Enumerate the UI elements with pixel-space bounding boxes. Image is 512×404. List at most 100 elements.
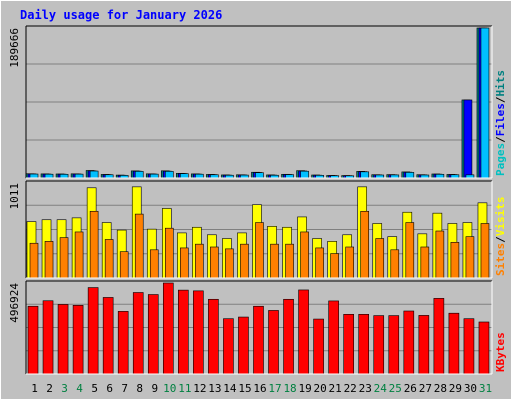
panel-bottom-y-max-label: 496924 [8, 283, 21, 323]
bar-kbytes-day-30 [463, 318, 475, 375]
legend-label: Hits [494, 70, 507, 97]
x-tick-label-day-11: 11 [178, 382, 191, 395]
bar-sites-day-18 [285, 243, 294, 279]
bar-kbytes-day-23 [358, 314, 370, 375]
x-tick-label-day-21: 21 [329, 382, 342, 395]
x-tick-label-day-2: 2 [46, 382, 53, 395]
bar-pages-day-8 [134, 171, 144, 179]
legend-label: Visits [494, 197, 507, 237]
bar-sites-day-21 [330, 253, 339, 279]
bar-kbytes-day-22 [343, 314, 354, 375]
x-tick-label-day-23: 23 [359, 382, 372, 395]
bar-pages-day-26 [405, 172, 415, 179]
series-kbytes [27, 282, 490, 375]
bar-pages-day-9 [149, 173, 159, 179]
panel-top-y-max-label: 189666 [8, 28, 21, 68]
x-tick-label-day-27: 27 [419, 382, 432, 395]
x-tick-label-day-22: 22 [344, 382, 357, 395]
bar-sites-day-20 [315, 247, 324, 279]
bar-kbytes-day-15 [238, 316, 249, 375]
bar-sites-day-9 [149, 249, 159, 279]
chart-title: Daily usage for January 2026 [20, 8, 222, 22]
bar-sites-day-30 [465, 236, 475, 279]
legend-label: Pages [494, 143, 507, 176]
legend-label: Files [494, 103, 507, 136]
bar-sites-day-1 [29, 242, 39, 279]
x-tick-label-day-17: 17 [268, 382, 281, 395]
bar-kbytes-day-1 [27, 305, 39, 375]
bar-sites-day-5 [89, 210, 99, 279]
bar-kbytes-day-29 [448, 312, 460, 375]
bar-kbytes-day-11 [178, 289, 189, 375]
bar-pages-day-5 [89, 170, 99, 179]
panel-bottom: 496924 KBytes [8, 280, 507, 375]
bar-sites-day-29 [450, 241, 460, 279]
bar-pages-day-31 [480, 27, 490, 179]
bar-sites-day-17 [270, 243, 279, 279]
x-tick-label-day-5: 5 [91, 382, 98, 395]
bar-pages-day-16 [255, 172, 264, 179]
bar-kbytes-day-21 [328, 300, 339, 375]
legend-label: / [494, 136, 507, 143]
bar-sites-day-25 [390, 249, 400, 279]
bar-sites-day-11 [180, 247, 189, 279]
bar-sites-day-24 [375, 238, 385, 279]
bar-sites-day-8 [134, 213, 144, 279]
bar-kbytes-day-13 [208, 298, 219, 375]
panel-bottom-legend: KBytes [494, 332, 507, 372]
bar-pages-day-3 [59, 173, 69, 179]
panel-middle-y-max-label: 1011 [8, 183, 21, 210]
x-tick-label-day-30: 30 [464, 382, 477, 395]
x-tick-label-day-29: 29 [449, 382, 462, 395]
bar-kbytes-day-3 [57, 304, 69, 375]
panel-middle: 1011 Sites/Visits [8, 180, 507, 279]
bar-sites-day-12 [195, 243, 204, 279]
bar-kbytes-day-18 [283, 298, 294, 375]
x-tick-label-day-6: 6 [106, 382, 113, 395]
x-tick-label-day-3: 3 [61, 382, 68, 395]
bar-sites-day-19 [300, 231, 309, 279]
bar-kbytes-day-16 [253, 305, 264, 375]
x-tick-label-day-9: 9 [151, 382, 158, 395]
bar-kbytes-day-27 [418, 315, 430, 375]
bar-sites-day-14 [225, 248, 234, 279]
bar-pages-day-19 [300, 170, 309, 179]
legend-label: / [494, 236, 507, 243]
bar-pages-day-28 [435, 173, 445, 179]
bar-sites-day-28 [435, 230, 445, 279]
x-tick-label-day-7: 7 [121, 382, 128, 395]
bar-sites-day-2 [44, 241, 54, 279]
legend-label: KBytes [494, 332, 507, 372]
bar-sites-day-15 [240, 243, 249, 279]
bar-kbytes-day-14 [223, 318, 234, 375]
bar-sites-day-16 [255, 222, 264, 279]
x-tick-label-day-15: 15 [238, 382, 251, 395]
bar-sites-day-7 [119, 251, 129, 279]
panel-middle-legend: Sites/Visits [494, 197, 507, 277]
bar-pages-day-2 [44, 173, 54, 179]
bar-pages-day-10 [164, 171, 174, 179]
bar-kbytes-day-9 [147, 294, 159, 375]
x-tick-label-day-26: 26 [404, 382, 417, 395]
x-tick-label-day-12: 12 [193, 382, 206, 395]
bar-sites-day-10 [164, 227, 174, 279]
bar-sites-day-6 [104, 239, 114, 279]
bar-pages-day-23 [360, 171, 370, 179]
bar-kbytes-day-6 [102, 297, 114, 375]
bar-kbytes-day-24 [373, 315, 385, 375]
bar-sites-day-26 [405, 222, 415, 279]
bar-pages-day-11 [180, 173, 189, 179]
bar-kbytes-day-28 [433, 298, 445, 375]
bar-kbytes-day-20 [313, 318, 324, 375]
bar-kbytes-day-10 [162, 282, 174, 375]
x-axis: 1 2 3 4 5 6 7 8 9 10 11 12 13 14 15 16 17 18 19 20 21 22 23 24 2… [31, 382, 492, 395]
bar-sites-day-27 [420, 246, 430, 279]
bar-pages-day-4 [74, 173, 84, 179]
bar-files-day-30 [463, 99, 473, 179]
x-tick-label-day-31: 31 [479, 382, 492, 395]
x-tick-label-day-14: 14 [223, 382, 237, 395]
bar-pages-day-12 [195, 173, 204, 179]
